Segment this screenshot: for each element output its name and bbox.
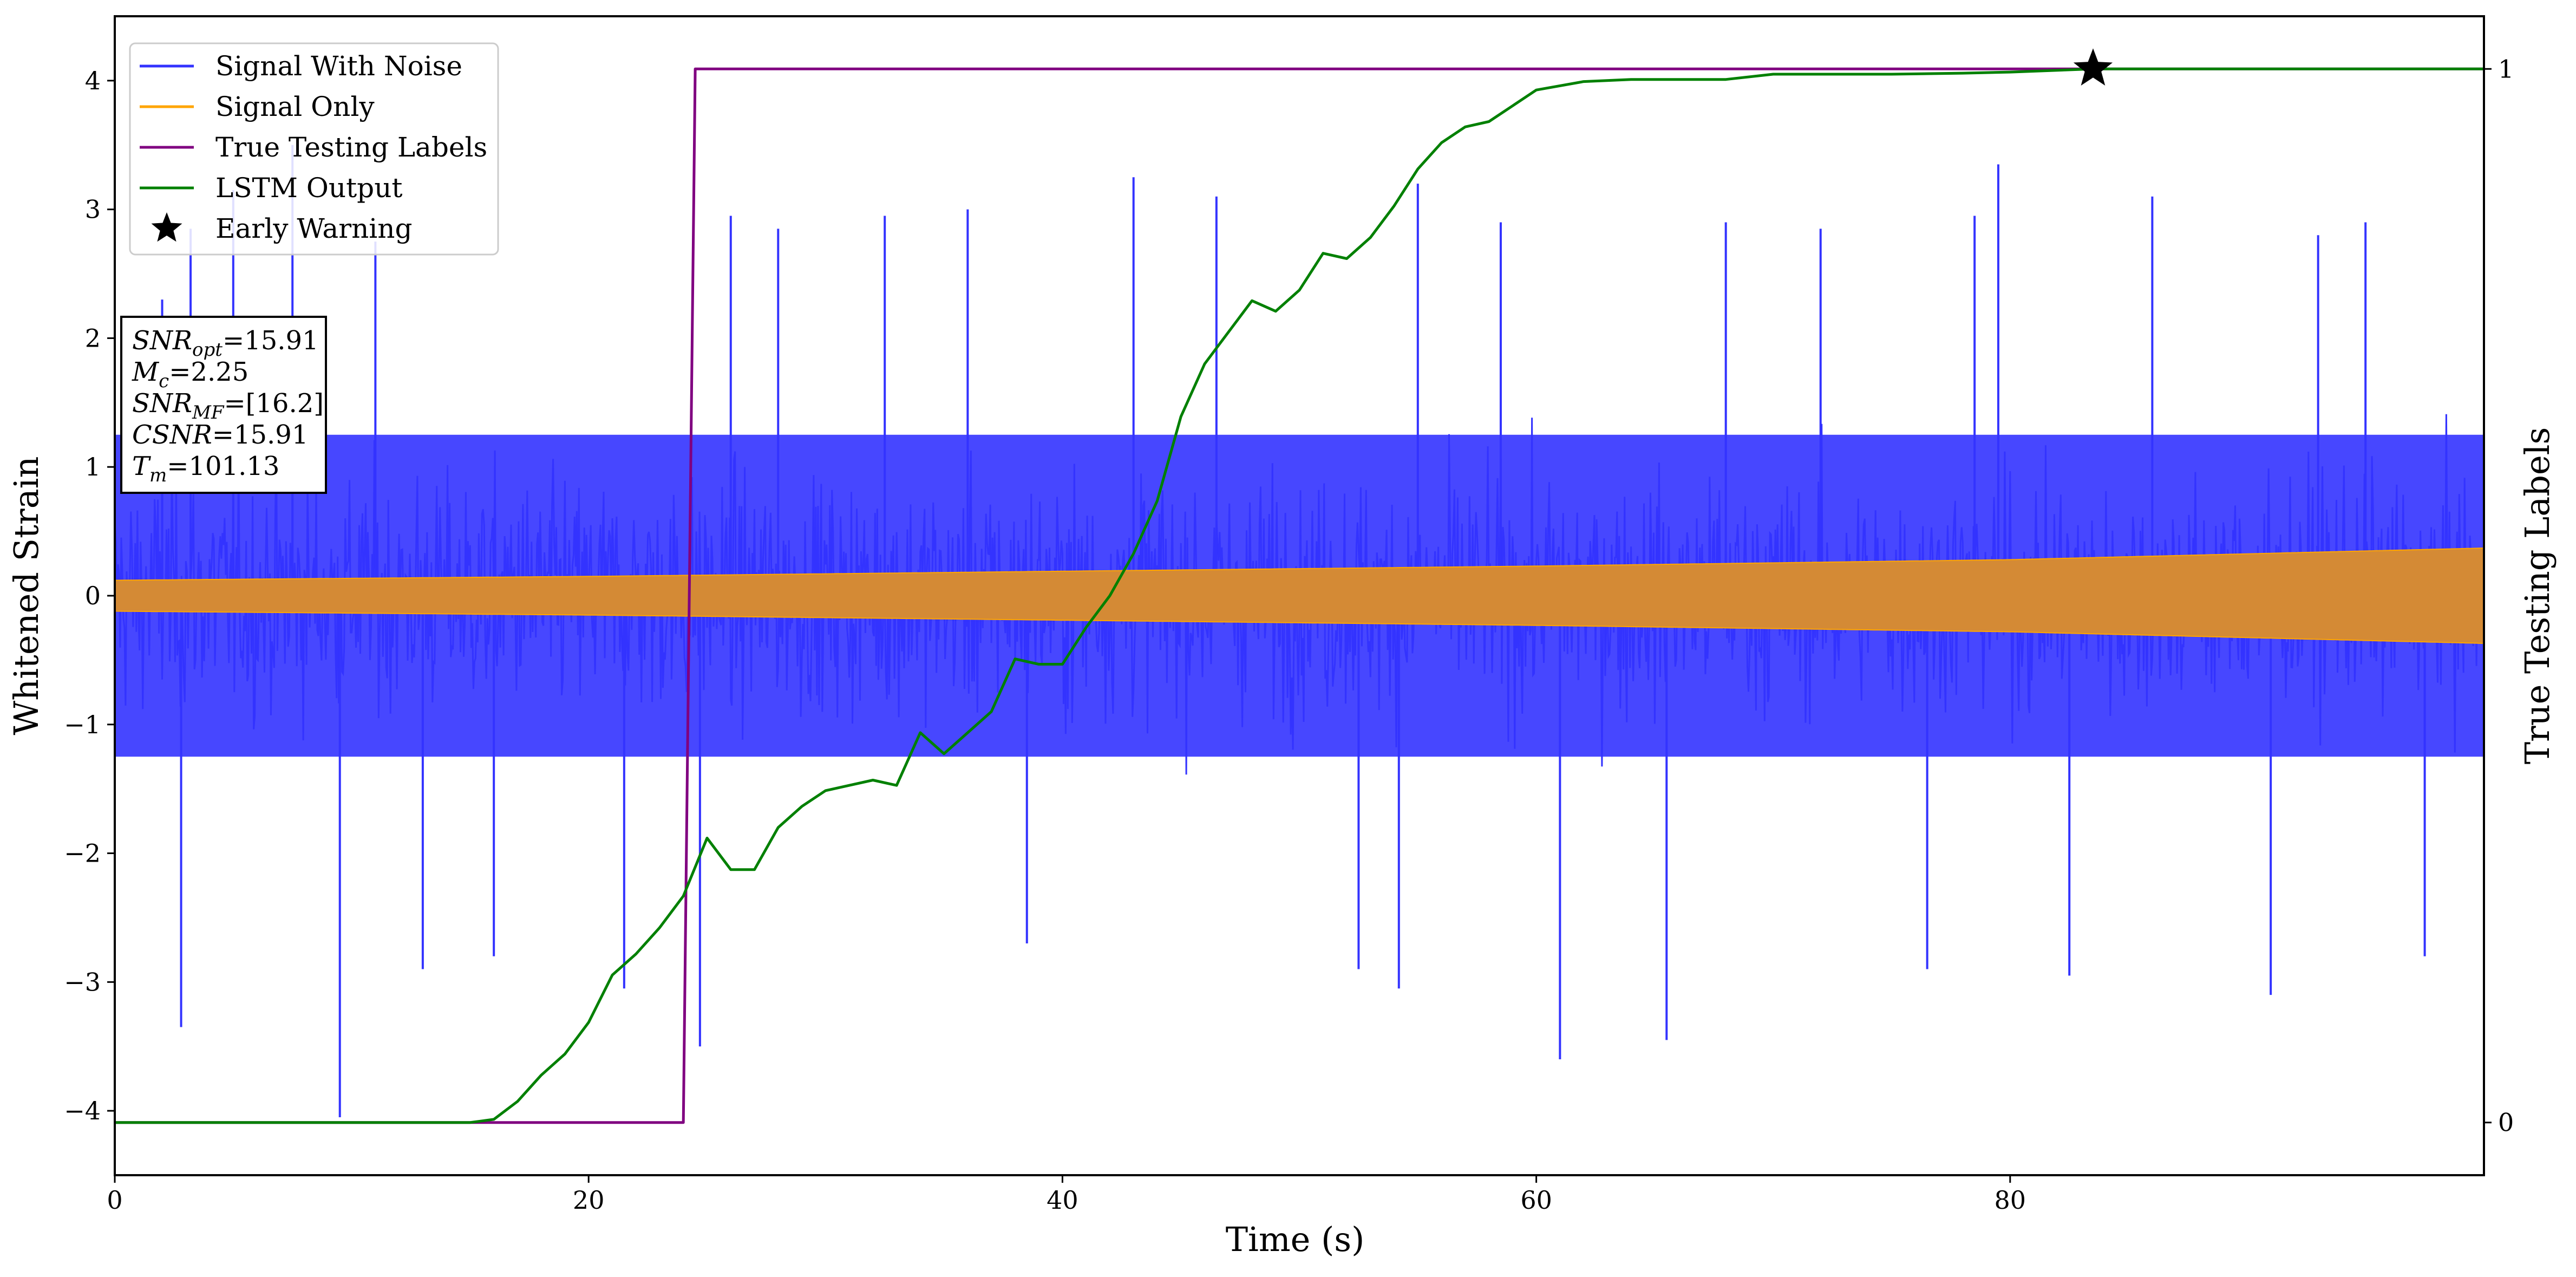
y2-axis-title: True Testing Labels	[2518, 427, 2557, 765]
legend-label: Signal Only	[215, 91, 375, 122]
info-line: Tm=101.13	[132, 451, 279, 486]
legend-box	[129, 42, 499, 256]
legend-label: LSTM Output	[215, 172, 402, 204]
info-line: Mc=2.25	[132, 357, 249, 392]
y-tick-label: 4	[85, 66, 101, 95]
legend-label: True Testing Labels	[215, 132, 487, 163]
legend-label: Early Warning	[215, 213, 413, 244]
y-tick-label: −1	[64, 710, 101, 739]
legend: Signal With Noise Signal Only True Testing…	[129, 42, 499, 256]
y-tick-label: −3	[64, 967, 101, 996]
y-tick-label: 1	[85, 452, 101, 481]
y-axis-right: 01	[2484, 54, 2514, 1137]
x-axis-title: Time (s)	[1226, 1220, 1365, 1259]
info-box-frame	[120, 316, 327, 494]
signal-series	[115, 547, 2484, 644]
x-tick-label: 0	[107, 1185, 122, 1215]
signal-only-band	[115, 547, 2484, 644]
info-box: SNRopt=15.91Mc=2.25SNRMF=[16.2]CSNR=15.9…	[120, 316, 327, 494]
x-axis: 0 20 40 60 80	[107, 1175, 2026, 1215]
y2-tick-label: 0	[2498, 1108, 2514, 1137]
early-warning-layer	[2073, 48, 2113, 86]
y2-tick-label: 1	[2498, 54, 2514, 83]
y-axis-title: Whitened Strain	[6, 457, 46, 735]
y-axis-left: −4 −3 −2 −1 0 1 2 3 4	[64, 66, 115, 1125]
y-tick-label: 3	[85, 195, 101, 224]
info-line: SNRMF=[16.2]	[132, 388, 324, 424]
early-warning-star	[2073, 48, 2113, 86]
label-and-output-series	[115, 67, 2484, 1124]
x-tick-label: 40	[1047, 1185, 1078, 1215]
x-tick-label: 60	[1520, 1185, 1552, 1215]
y-tick-label: 2	[85, 323, 101, 353]
lstm-output-line	[115, 67, 2484, 1124]
info-line: SNRopt=15.91	[132, 325, 319, 361]
info-line: CSNR=15.91	[132, 420, 308, 450]
legend-label: Signal With Noise	[215, 50, 462, 82]
x-tick-label: 20	[573, 1185, 605, 1215]
y-tick-label: −2	[64, 839, 101, 868]
y-tick-label: −4	[64, 1096, 101, 1125]
y-tick-label: 0	[85, 581, 101, 610]
x-tick-label: 80	[1995, 1185, 2026, 1215]
legend-star-marker	[151, 212, 182, 242]
